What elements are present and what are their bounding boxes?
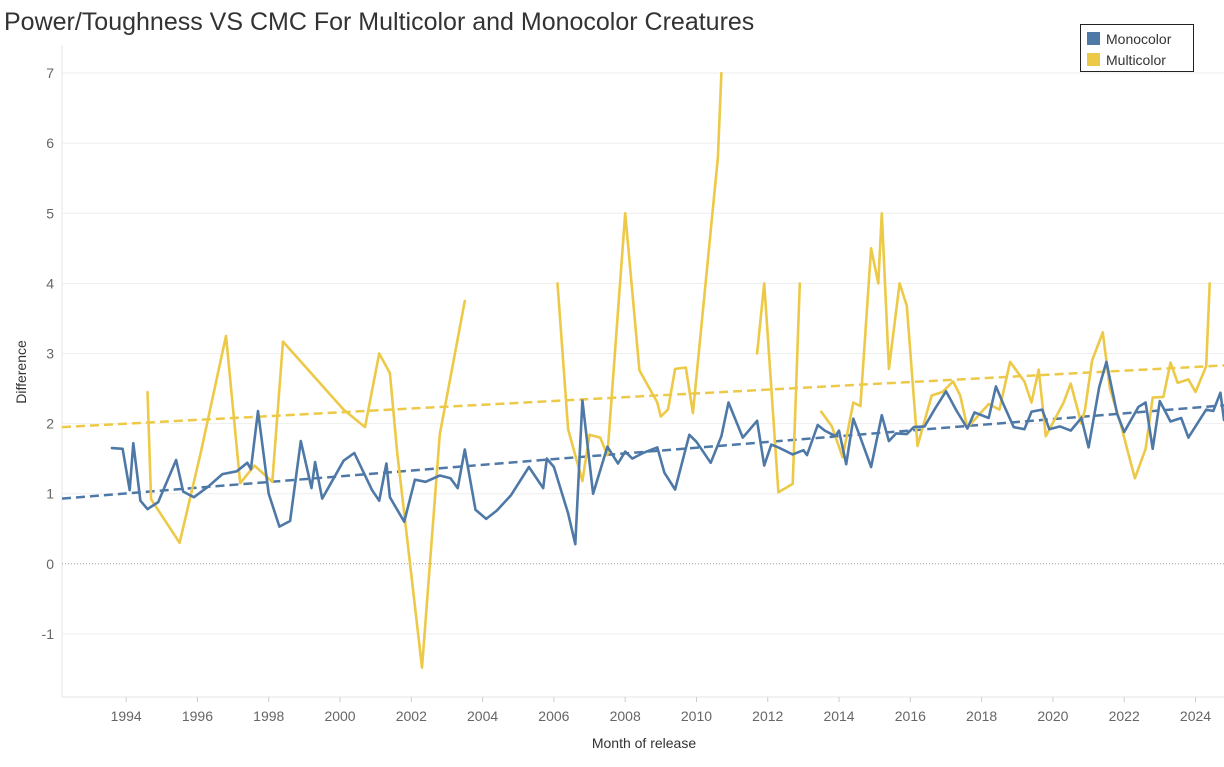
y-tick-label: 4 <box>46 275 54 291</box>
y-tick-label: 3 <box>46 345 54 361</box>
y-tick-label: 7 <box>46 65 54 81</box>
series-line-multicolor[interactable] <box>755 282 802 494</box>
x-tick-label: 2018 <box>966 708 997 724</box>
trend-line-multicolor <box>61 364 1224 429</box>
legend-label-monocolor: Monocolor <box>1106 30 1172 47</box>
x-axis-ticks: 1994 1996 1998 2000 2002 2004 2006 2008 2010 2012… <box>111 697 1211 724</box>
x-tick-label: 2002 <box>396 708 427 724</box>
legend-swatch-monocolor <box>1087 32 1100 45</box>
series-lines <box>110 71 1224 669</box>
x-tick-label: 2000 <box>324 708 355 724</box>
x-tick-label: 2006 <box>538 708 569 724</box>
y-tick-label: 1 <box>46 486 54 502</box>
x-tick-label: 2016 <box>895 708 926 724</box>
x-tick-label: 2024 <box>1180 708 1211 724</box>
x-tick-label: 2012 <box>752 708 783 724</box>
x-axis-title: Month of release <box>592 735 696 751</box>
y-tick-label: 6 <box>46 135 54 151</box>
y-tick-label: 0 <box>46 556 54 572</box>
y-axis-title: Difference <box>13 340 29 404</box>
legend-item-multicolor[interactable]: Multicolor <box>1087 49 1187 70</box>
y-axis-ticks: -1 0 1 2 3 4 5 6 7 <box>42 65 55 642</box>
y-tick-label: 5 <box>46 205 54 221</box>
x-tick-label: 2014 <box>823 708 854 724</box>
x-tick-label: 2022 <box>1109 708 1140 724</box>
legend-swatch-multicolor <box>1087 53 1100 66</box>
chart-title: Power/Toughness VS CMC For Multicolor an… <box>4 8 755 36</box>
y-tick-label: 2 <box>46 416 54 432</box>
x-tick-label: 1998 <box>253 708 284 724</box>
gridlines <box>61 45 1224 698</box>
legend-label-multicolor: Multicolor <box>1106 51 1166 68</box>
x-tick-label: 2004 <box>467 708 498 724</box>
x-tick-label: 2010 <box>681 708 712 724</box>
series-line-multicolor[interactable] <box>556 71 723 483</box>
legend-item-monocolor[interactable]: Monocolor <box>1087 28 1187 49</box>
y-tick-label: -1 <box>42 626 55 642</box>
x-tick-label: 2008 <box>610 708 641 724</box>
x-tick-label: 1996 <box>182 708 213 724</box>
legend: Monocolor Multicolor <box>1080 24 1194 72</box>
series-line-multicolor[interactable] <box>146 299 467 669</box>
series-line-monocolor[interactable] <box>110 360 1224 546</box>
x-tick-label: 1994 <box>111 708 142 724</box>
x-tick-label: 2020 <box>1037 708 1068 724</box>
series-line-multicolor[interactable] <box>819 212 1211 480</box>
